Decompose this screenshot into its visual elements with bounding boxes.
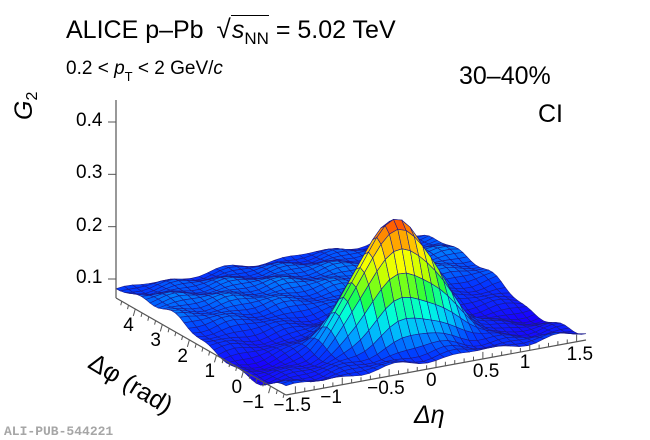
publication-id: ALI-PUB-544221 <box>4 424 114 439</box>
eta-tick-label: −1.5 <box>273 395 311 417</box>
phi-tick <box>282 393 285 399</box>
z-axis-label: G2 <box>10 92 42 120</box>
energy-sqrt: √sNN <box>217 14 269 49</box>
phi-tick-label: 1 <box>204 361 216 383</box>
phi-tick <box>154 320 157 325</box>
eta-tick-label: −1 <box>320 386 342 408</box>
phi-tick <box>268 386 272 394</box>
surface-mesh <box>115 218 587 387</box>
pt-symbol: p <box>114 58 125 79</box>
phi-tick-label: 3 <box>150 330 161 352</box>
phi-tick <box>147 316 150 321</box>
phi-tick <box>255 378 258 383</box>
z-tick-label: 0.2 <box>76 214 103 236</box>
energy-symbol: s <box>231 16 245 44</box>
phi-tick <box>262 382 265 387</box>
phi-tick <box>174 332 177 337</box>
phi-tick <box>167 328 170 333</box>
phi-tick-label: 2 <box>177 345 188 367</box>
z-tick-label: 0.4 <box>76 110 103 131</box>
phi-tick <box>181 335 184 341</box>
phi-tick <box>228 362 231 368</box>
z-axis-label-sub: 2 <box>24 91 41 101</box>
phi-tick <box>201 347 204 352</box>
phi-tick <box>159 324 163 332</box>
phi-tick <box>132 308 136 317</box>
phi-tick <box>140 312 143 317</box>
phi-tick-label: 0 <box>231 376 243 398</box>
z-tick-label: 0.3 <box>76 162 103 184</box>
pt-unit: c <box>213 58 223 79</box>
eta-tick-label: −0.5 <box>367 378 405 400</box>
phi-tick-label: −1 <box>242 392 265 414</box>
eta-tick-label: 1.5 <box>566 343 594 365</box>
chart-title: ALICE p–Pb √sNN = 5.02 TeV <box>66 14 396 49</box>
title-experiment: ALICE p–Pb <box>66 16 204 44</box>
pt-subscript: T <box>124 69 133 84</box>
pt-range-low: 0.2 < <box>66 58 115 79</box>
phi-tick <box>235 366 238 372</box>
eta-tick-label: 0 <box>426 369 437 391</box>
phi-tick <box>241 370 244 378</box>
centrality-label: 30–40% <box>459 62 551 90</box>
sqrt-icon: √ <box>216 14 231 44</box>
phi-tick <box>213 355 217 363</box>
phi-tick-label: 4 <box>123 314 134 336</box>
phi-tick <box>186 339 190 348</box>
z-axis-label-main: G <box>10 100 38 120</box>
x-axis-label: Δη <box>414 401 445 429</box>
eta-tick-label: 1 <box>519 352 531 374</box>
phi-tick <box>275 389 278 395</box>
chart-subtitle: 0.2 < pT < 2 GeV/c <box>66 58 223 84</box>
surface-cell <box>573 333 587 335</box>
method-label: CI <box>538 100 563 128</box>
phi-tick <box>194 343 197 348</box>
energy-subscript: NN <box>244 29 269 48</box>
energy-value: = 5.02 TeV <box>275 16 396 44</box>
phi-tick <box>221 359 224 364</box>
phi-axis-line <box>115 297 287 396</box>
eta-tick-label: 0.5 <box>472 360 500 382</box>
z-tick-label: 0.1 <box>76 267 103 288</box>
phi-tick <box>208 351 211 356</box>
axes <box>108 100 587 399</box>
pt-range-high: < 2 GeV/ <box>132 58 214 79</box>
phi-tick <box>248 374 251 379</box>
phi-tick <box>127 305 129 310</box>
phi-tick <box>120 301 123 306</box>
